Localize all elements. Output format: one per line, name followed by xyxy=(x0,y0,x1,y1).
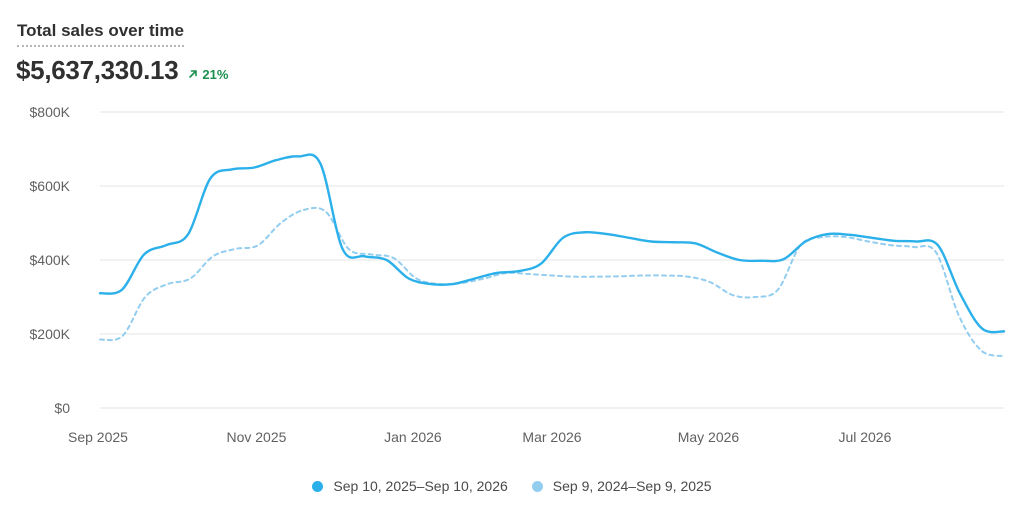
y-tick-label: $0 xyxy=(54,400,70,416)
x-tick-label: Mar 2026 xyxy=(522,429,581,445)
y-tick-label: $600K xyxy=(30,178,71,194)
arrow-up-right-icon xyxy=(189,70,198,78)
y-tick-label: $400K xyxy=(30,252,71,268)
change-indicator: 21% xyxy=(188,67,228,82)
legend-label-current: Sep 10, 2025–Sep 10, 2026 xyxy=(333,478,508,494)
change-percent: 21% xyxy=(202,66,229,82)
card-title[interactable]: Total sales over time xyxy=(17,20,184,47)
legend-dot-previous xyxy=(531,480,543,492)
x-tick-label: Sep 2025 xyxy=(68,429,128,445)
x-tick-label: Jul 2026 xyxy=(838,429,891,445)
x-tick-label: May 2026 xyxy=(678,429,740,445)
legend-item-current[interactable]: Sep 10, 2025–Sep 10, 2026 xyxy=(312,478,508,494)
x-tick-label: Jan 2026 xyxy=(384,429,442,445)
chart-legend: Sep 10, 2025–Sep 10, 2026 Sep 9, 2024–Se… xyxy=(0,478,1024,494)
total-row: $5,637,330.13 21% xyxy=(16,55,228,86)
series-line-previous xyxy=(99,206,1005,358)
legend-label-previous: Sep 9, 2024–Sep 9, 2025 xyxy=(552,478,712,494)
legend-item-previous[interactable]: Sep 9, 2024–Sep 9, 2025 xyxy=(531,478,712,494)
legend-dot-current xyxy=(312,480,324,492)
x-tick-label: Nov 2025 xyxy=(226,429,286,445)
total-sales-value: $5,637,330.13 xyxy=(16,55,179,85)
y-tick-label: $800K xyxy=(30,104,71,120)
y-tick-label: $200K xyxy=(30,326,71,342)
sales-line-chart: $0 $200K $400K $600K $800K Sep 2025 Nov 2025 Ja… xyxy=(30,104,1006,445)
series-line-current xyxy=(98,153,1006,334)
